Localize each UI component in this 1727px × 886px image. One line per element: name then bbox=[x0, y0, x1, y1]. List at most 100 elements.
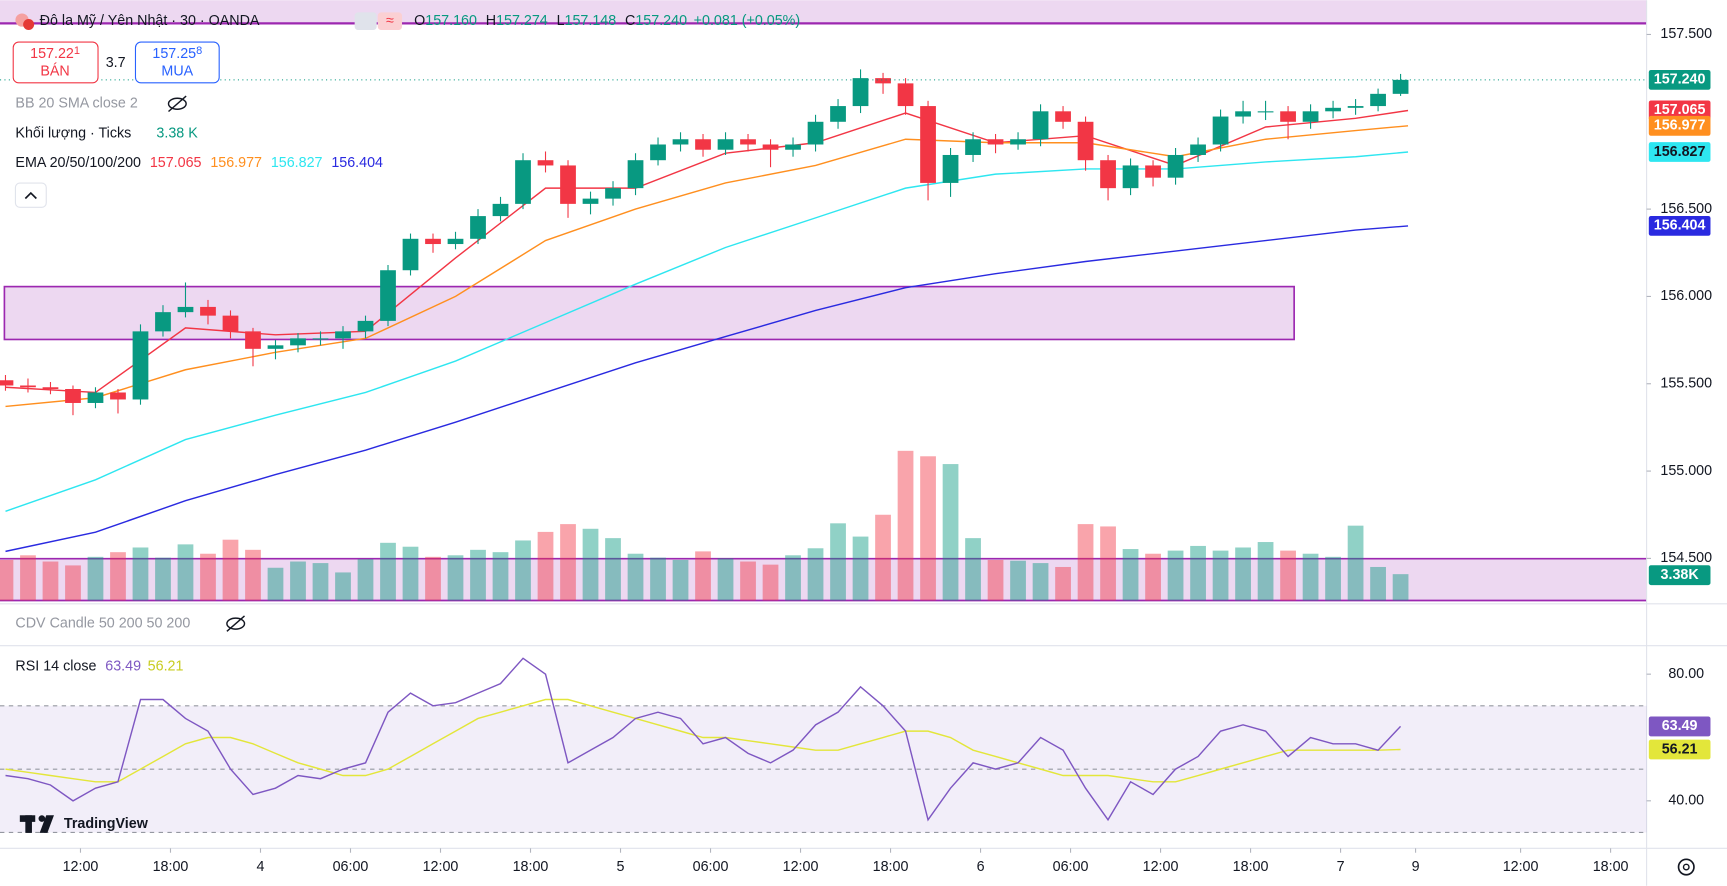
volume-bar bbox=[627, 553, 644, 601]
price: 157.25 bbox=[152, 46, 196, 62]
volume-bar bbox=[1302, 553, 1319, 601]
hide-icon[interactable] bbox=[226, 615, 246, 632]
volume-bar bbox=[1167, 550, 1184, 601]
candle-body bbox=[1347, 106, 1364, 108]
ohlc-key: H bbox=[486, 13, 496, 29]
candle-body bbox=[875, 78, 891, 84]
x-tick-label: 9 bbox=[1412, 859, 1420, 875]
buy-label: MUA bbox=[161, 64, 193, 80]
rsi-line bbox=[5, 657, 1402, 822]
volume-bar bbox=[1122, 549, 1139, 601]
ema-value: 156.404 bbox=[331, 155, 383, 171]
sell-button[interactable] bbox=[12, 41, 99, 84]
volume-bar bbox=[335, 572, 351, 601]
candle-body bbox=[425, 238, 441, 245]
x-tick-label: 12:00 bbox=[783, 859, 819, 875]
volume-bar bbox=[875, 514, 891, 601]
symbol-title: Đô la Mỹ / Yên Nhật · 30 · OANDA bbox=[40, 13, 260, 29]
y-tick-label: 156.500 bbox=[1660, 201, 1712, 217]
volume-bar bbox=[357, 559, 374, 601]
candle-body bbox=[380, 270, 396, 321]
candle-body bbox=[672, 139, 689, 145]
x-tick-label: 7 bbox=[1337, 859, 1345, 875]
ohlc-key: L bbox=[557, 13, 565, 29]
candle-body bbox=[560, 165, 576, 204]
volume-bar bbox=[987, 559, 1004, 601]
rsi-ma-line bbox=[5, 698, 1401, 783]
candle-body bbox=[1167, 154, 1184, 178]
pip: 8 bbox=[196, 45, 202, 57]
candle-body bbox=[987, 139, 1004, 145]
volume-bar bbox=[245, 549, 261, 601]
volume-bar bbox=[402, 546, 419, 601]
candle-body bbox=[1077, 121, 1094, 161]
logo: TradingView bbox=[19, 815, 149, 833]
volume-bar bbox=[1032, 563, 1049, 601]
collapse-button[interactable] bbox=[14, 182, 47, 208]
candle-body bbox=[537, 160, 554, 166]
candle-body bbox=[402, 238, 419, 271]
marks: 157.500 156.500 156.000 155.500 155.000 154.5… bbox=[0, 26, 1712, 875]
volume-bar bbox=[492, 552, 509, 601]
ema-value: 156.827 bbox=[271, 155, 323, 171]
volume-bar bbox=[65, 565, 81, 601]
volume-bar bbox=[155, 557, 171, 601]
y-tick-label: 157.500 bbox=[1660, 26, 1712, 42]
volume-bar bbox=[0, 559, 14, 601]
price-badge-label: 3.38K bbox=[1661, 567, 1700, 583]
buy-price: 157.258 bbox=[152, 45, 202, 62]
pip: 1 bbox=[74, 45, 80, 57]
volume-bar bbox=[1212, 550, 1229, 601]
ohlc-key: C bbox=[625, 13, 635, 29]
volume-bar bbox=[380, 542, 396, 601]
buy-button[interactable] bbox=[134, 41, 220, 84]
volume-bar bbox=[312, 563, 329, 601]
volume-bar bbox=[290, 561, 306, 601]
settings-icon[interactable] bbox=[1677, 858, 1695, 876]
volume-bar bbox=[1280, 550, 1296, 601]
volume-bar bbox=[132, 547, 149, 601]
button[interactable] bbox=[377, 12, 403, 30]
candle-body bbox=[717, 139, 734, 150]
volume-bar bbox=[672, 559, 689, 601]
candle-body bbox=[1235, 111, 1251, 117]
candle-body bbox=[762, 144, 779, 150]
ema-line bbox=[5, 225, 1409, 553]
volume-bar bbox=[537, 531, 554, 601]
candle-body bbox=[42, 387, 59, 389]
button[interactable] bbox=[354, 12, 377, 30]
price-badge-label: 157.065 bbox=[1654, 102, 1706, 118]
x-tick-label: 18:00 bbox=[153, 859, 189, 875]
candle-body bbox=[335, 331, 351, 339]
candle-body bbox=[807, 121, 824, 145]
volume-bar bbox=[42, 561, 59, 601]
candle-body bbox=[1055, 111, 1071, 122]
change: +0.081 (+0.05%) bbox=[694, 13, 801, 29]
volume-bar bbox=[582, 528, 599, 601]
spread: 3.7 bbox=[106, 55, 126, 71]
volume-bar bbox=[560, 524, 576, 601]
candle-body bbox=[177, 306, 194, 313]
candle-body bbox=[1010, 139, 1026, 145]
candle-body bbox=[1032, 111, 1049, 140]
candle-body bbox=[1280, 111, 1296, 122]
candle-body bbox=[695, 139, 711, 150]
x-tick-label: 6 bbox=[977, 859, 985, 875]
rsi-value: 63.49 bbox=[105, 658, 141, 674]
volume-bar bbox=[1325, 556, 1341, 601]
price-badge-label: 156.977 bbox=[1654, 118, 1706, 134]
volume-bar bbox=[785, 555, 801, 601]
hide-icon[interactable] bbox=[167, 95, 187, 113]
candle-body bbox=[0, 380, 14, 386]
candle-body bbox=[1370, 93, 1386, 107]
ohlc-value: 157.148 bbox=[565, 13, 617, 29]
volume-bar bbox=[1100, 526, 1116, 601]
zone bbox=[0, 558, 1647, 601]
price-badge-label: 156.827 bbox=[1654, 144, 1706, 160]
price-badge bbox=[1648, 739, 1711, 760]
candle-body bbox=[290, 338, 306, 346]
y-tick-label: 154.500 bbox=[1660, 550, 1712, 566]
ohlc-key: O bbox=[414, 13, 425, 29]
price-badge bbox=[1648, 100, 1711, 121]
